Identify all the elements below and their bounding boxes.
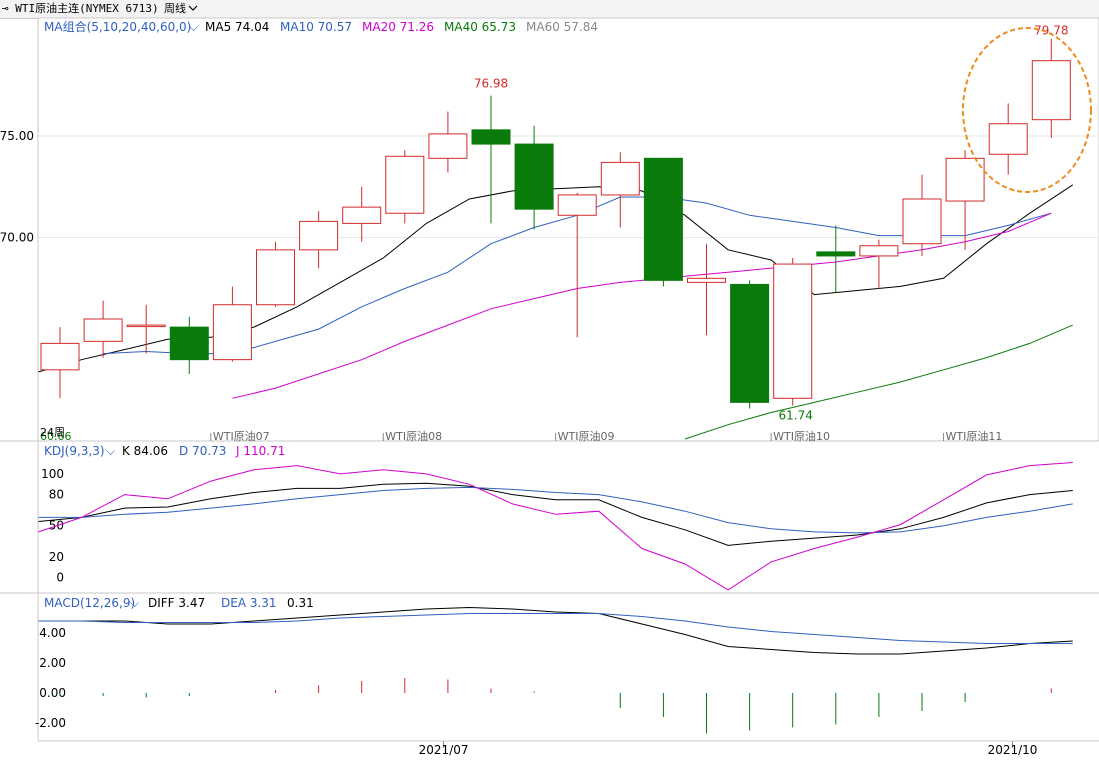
candle-up[interactable] [1031,60,1071,121]
high-label: 76.98 [474,77,508,91]
ma-line-ma5 [38,184,1074,373]
candle-down[interactable] [471,129,511,145]
main-indicator-name: MA组合(5,10,20,40,60,0) [44,19,191,34]
macd-line-diff [38,606,1073,655]
ma-readout: MA40 65.73 [444,20,516,34]
candle-up[interactable] [385,155,425,214]
macd-y-axis: 4.00 2.00 0.00 -2.00 [35,626,66,730]
macd-readouts: DIFF 3.47 DEA 3.31 0.31 [148,596,314,610]
macd-readout: DEA 3.31 [221,596,277,610]
candle-down[interactable] [514,143,554,210]
period-selector[interactable]: 周线 [164,0,198,18]
macd-title: MACD(12,26,9) [44,596,135,610]
candle-up[interactable] [212,304,252,361]
chevron-down-icon: ⌵ [106,444,115,458]
chevron-down-icon [188,5,198,11]
window-title: ⊸ WTI原油主连(NYMEX 6713) [2,2,159,15]
y-tick-label: 75.00 [0,129,34,143]
candle-up[interactable] [988,123,1028,155]
kdj-readout: J 110.71 [235,444,285,458]
time-axis: 2021/07 2021/10 [419,741,1038,757]
macd-histogram [59,678,1052,734]
ma-readout: MA60 57.84 [526,20,598,34]
candle-down[interactable] [643,157,683,281]
candle-up[interactable] [557,194,597,216]
kdj-line-k [38,482,1073,546]
candle-up[interactable] [342,206,382,224]
candle-up[interactable] [83,318,123,342]
macd-readout: 0.31 [287,596,314,610]
kdj-tick-label: 80 [49,488,64,502]
highlight-ellipse [962,27,1092,193]
time-label: 2021/07 [419,743,469,757]
candle-up[interactable] [687,277,726,283]
candle-up[interactable] [40,342,80,371]
kdj-line-j [38,462,1073,591]
period-marker: 24周 [40,426,65,439]
candle-up[interactable] [859,245,899,257]
macd-line-dea [38,613,1073,644]
ma-line-ma20 [232,212,1052,399]
main-y-axis: 75.00 70.00 [0,129,34,245]
candle-down[interactable] [730,283,770,403]
chevron-down-icon: ⌵ [189,20,198,34]
macd-tick-label: 2.00 [39,656,66,670]
month-label: WTI原油11 [946,429,1003,443]
candle-up[interactable] [600,161,640,196]
ma-readouts: MA5 74.04 MA10 70.57 MA20 71.26 MA40 65.73 M… [205,20,598,34]
kdj-readout: K 84.06 [122,444,168,458]
candle-up[interactable] [773,263,813,399]
macd-tick-label: 4.00 [39,626,66,640]
ma-line-ma40 [684,324,1073,440]
time-label: 2021/10 [988,743,1038,757]
macd-tick-label: 0.00 [39,686,66,700]
y-tick-label: 70.00 [0,231,34,245]
first-label: 60.66 [40,430,72,443]
candle-up[interactable] [126,324,166,328]
candle-up[interactable] [945,157,985,202]
ma-readout: MA20 71.26 [362,20,434,34]
candle-up[interactable] [428,133,468,159]
low-label: 61.74 [779,409,813,423]
kdj-tick-label: 0 [56,570,64,584]
ma-readout: MA10 70.57 [280,20,352,34]
kdj-lines [38,462,1073,591]
top-label: 79.78 [1034,24,1068,38]
candle-up[interactable] [299,220,339,251]
month-label: WTI原油10 [773,429,830,443]
macd-readout: DIFF 3.47 [148,596,205,610]
month-label: WTI原油09 [558,429,615,443]
kdj-tick-label: 100 [41,467,64,481]
ma-readout: MA5 74.04 [205,20,269,34]
month-label: WTI原油08 [385,429,442,443]
kdj-title: KDJ(9,3,3) [44,444,105,458]
macd-lines [38,606,1073,655]
contract-month-labels: WTI原油07 WTI原油08 WTI原油09 WTI原油10 WTI原油11 [210,429,1003,443]
candle-down[interactable] [816,251,856,257]
candles [40,38,1071,409]
macd-tick-label: -2.00 [35,716,66,730]
kdj-readout: D 70.73 [179,444,226,458]
kdj-readouts: K 84.06 D 70.73 J 110.71 [122,444,285,458]
candle-up[interactable] [256,249,295,306]
candle-down[interactable] [169,326,209,361]
month-label: WTI原油07 [213,429,270,443]
candle-up[interactable] [902,198,942,245]
kdj-line-d [38,486,1073,534]
chevron-down-icon: ⌵ [130,596,139,610]
kdj-tick-label: 20 [49,550,64,564]
